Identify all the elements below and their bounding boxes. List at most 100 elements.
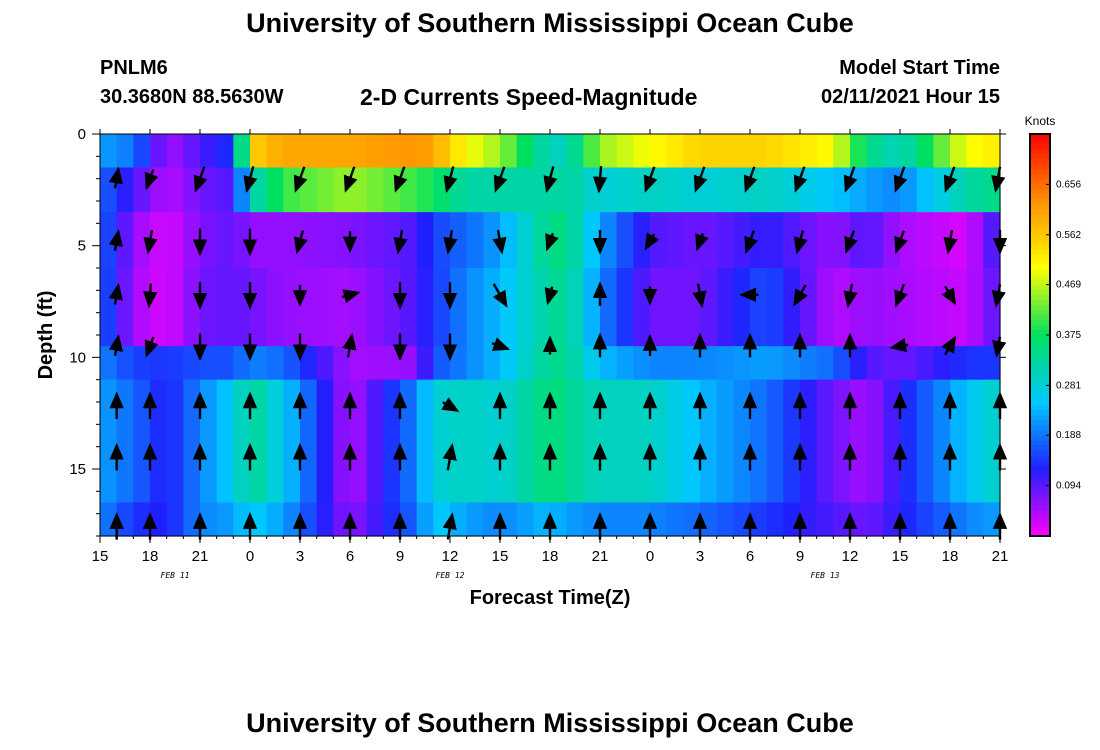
heatmap-cell — [966, 134, 984, 169]
heatmap-cell — [483, 167, 501, 213]
x-tick-label: 9 — [396, 548, 404, 565]
heatmap-cell — [516, 379, 534, 504]
heatmap-cell — [350, 502, 368, 537]
colorbar-swatch — [1030, 294, 1050, 301]
heatmap-cell — [300, 346, 318, 381]
colorbar: Knots 0.656 0.562 0.469 0.375 0.281 0.188 0.094 — [1025, 114, 1081, 537]
heatmap-cell — [266, 212, 284, 269]
heatmap-cell — [200, 502, 218, 537]
heatmap-cell — [116, 134, 134, 169]
heatmap-cell — [516, 134, 534, 169]
heatmap-cell — [300, 134, 318, 169]
heatmap-cell — [300, 268, 318, 347]
heatmap-cell — [516, 167, 534, 213]
current-vector-arrow — [393, 229, 408, 255]
heatmap-cell — [250, 268, 268, 347]
heatmap-cell — [133, 212, 151, 269]
current-vector-arrow — [492, 229, 507, 255]
current-vector-arrow — [991, 166, 1006, 193]
colorbar-swatch — [1030, 455, 1050, 462]
colorbar-swatch — [1030, 169, 1050, 175]
heatmap-cell — [533, 268, 551, 347]
current-vector-arrow — [193, 166, 208, 193]
heatmap-cell — [666, 502, 684, 537]
x-tick-label: 3 — [696, 548, 704, 565]
heatmap-cell — [816, 346, 834, 381]
heatmap-cell — [533, 502, 551, 537]
heatmap-cell — [666, 134, 684, 169]
heatmap-cell — [116, 268, 134, 347]
colorbar-swatch — [1030, 425, 1050, 432]
heatmap-cell — [250, 167, 268, 213]
heatmap-cell — [200, 268, 218, 347]
heatmap-cell — [916, 167, 934, 213]
colorbar-swatch — [1030, 269, 1050, 276]
heatmap-cell — [250, 502, 268, 537]
heatmap-cell — [450, 167, 468, 213]
footer-title: University of Southern Mississippi Ocean… — [246, 708, 854, 738]
colorbar-tick-label: 0.375 — [1056, 330, 1081, 341]
colorbar-swatch — [1030, 500, 1050, 507]
colorbar-swatch — [1030, 134, 1050, 140]
x-tick-label: 21 — [592, 548, 609, 565]
heatmap-cell — [583, 346, 601, 381]
current-vector-arrow — [843, 166, 858, 193]
current-vector-arrow — [443, 229, 458, 255]
heatmap-cell — [916, 379, 934, 504]
current-vector-arrow — [943, 229, 958, 255]
heatmap-cell — [833, 346, 851, 381]
heatmap-cell — [500, 212, 518, 269]
heatmap-cell — [500, 502, 518, 537]
heatmap-cell — [466, 379, 484, 504]
heatmap-cell — [916, 502, 934, 537]
heatmap-cell — [633, 212, 651, 269]
colorbar-swatch — [1030, 335, 1050, 341]
heatmap-cell — [200, 134, 218, 169]
heatmap-cell — [366, 379, 384, 504]
heatmap-cell — [500, 134, 518, 169]
heatmap-cell — [583, 268, 601, 347]
heatmap-cell — [250, 134, 268, 169]
colorbar-swatch — [1030, 314, 1050, 321]
heatmap-cell — [866, 167, 884, 213]
heatmap-cell — [600, 134, 618, 169]
colorbar-swatch — [1030, 450, 1050, 457]
heatmap-cell — [833, 502, 851, 537]
current-vector-arrow — [143, 283, 158, 309]
x-tick-label: 21 — [992, 548, 1009, 565]
heatmap-cell — [466, 346, 484, 381]
heatmap-cell — [366, 134, 384, 169]
x-tick-label: 0 — [646, 548, 654, 565]
colorbar-swatch — [1030, 159, 1050, 165]
heatmap-cell — [866, 346, 884, 381]
heatmap-cell — [883, 502, 901, 537]
heatmap-cell — [516, 502, 534, 537]
heatmap-cell — [900, 268, 918, 347]
heatmap-cell — [116, 346, 134, 381]
colorbar-swatch — [1030, 319, 1050, 326]
heatmap-cell — [483, 212, 501, 269]
heatmap-cell — [283, 346, 301, 381]
heatmap-cell — [333, 502, 351, 537]
heatmap-cell — [116, 502, 134, 537]
heatmap-cell — [616, 212, 634, 269]
current-vector-arrow — [743, 166, 758, 193]
colorbar-swatch — [1030, 144, 1050, 150]
current-vector-arrow — [293, 166, 308, 193]
date-label: FEB 11 — [161, 571, 190, 580]
heatmap-cell — [716, 134, 734, 169]
heatmap-cell — [150, 346, 168, 381]
heatmap-cell — [600, 346, 618, 381]
colorbar-swatch — [1030, 219, 1050, 226]
current-vector-arrow — [493, 166, 508, 193]
heatmap-cell — [566, 134, 584, 169]
heatmap-cell — [283, 134, 301, 169]
heatmap-cell — [966, 268, 984, 347]
heatmap-cell — [750, 268, 768, 347]
heatmap-cell — [250, 212, 268, 269]
colorbar-swatch — [1030, 329, 1050, 336]
heatmap-cell — [233, 502, 251, 537]
current-vector-arrow — [992, 336, 1007, 358]
heatmap-cell — [400, 134, 418, 169]
heatmap-cell — [800, 212, 818, 269]
